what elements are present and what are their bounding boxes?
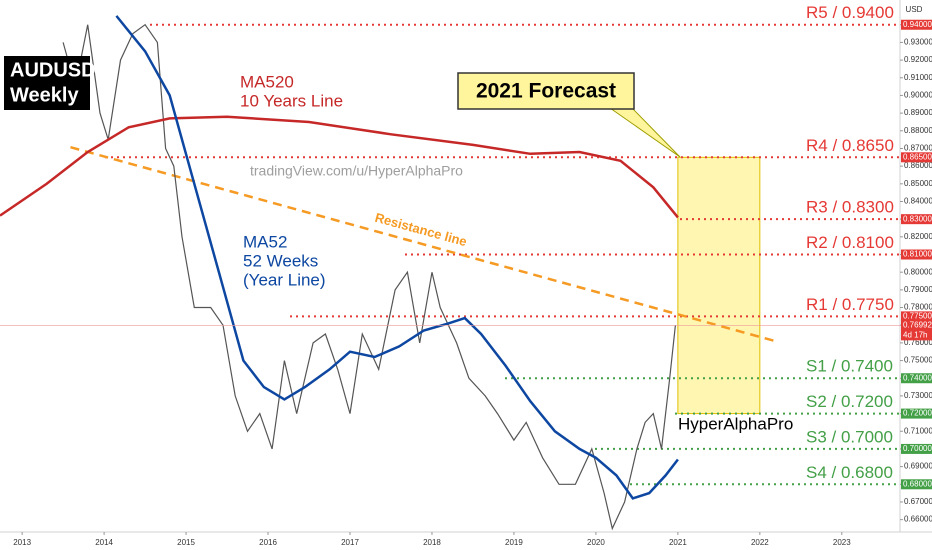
level-axis-label: 0.83000	[903, 214, 932, 223]
last-price-box	[901, 320, 932, 341]
level-axis-box	[901, 214, 932, 225]
level-axis-label: 0.74000	[903, 373, 932, 382]
level-axis-box	[901, 408, 932, 419]
level-axis-label: 0.68000	[903, 479, 932, 488]
y-tick-label: 0.75000	[904, 356, 932, 365]
x-tick-label: 2022	[751, 538, 769, 547]
y-tick-label: 0.88000	[904, 126, 932, 135]
level-label: S2 / 0.7200	[806, 392, 893, 411]
watermark: tradingView.com/u/HyperAlphaPro	[250, 163, 463, 179]
level-label: S3 / 0.7000	[806, 427, 893, 446]
y-tick-label: 0.92000	[904, 55, 932, 64]
plot: R5 / 0.9400 R4 / 0.8650 R3 / 0.8300 R2 / 0.…	[0, 3, 900, 531]
forecast-title: 2021 Forecast	[476, 80, 616, 103]
last-price-label: 0.76992	[903, 320, 932, 329]
symbol: AUDUSD	[10, 59, 96, 81]
y-tick-label: 0.90000	[904, 91, 932, 100]
ma52-label: MA52	[243, 232, 287, 251]
level-axis-label: 0.70000	[903, 444, 932, 453]
ma520-label: MA520	[240, 72, 294, 91]
level-axis-label: 0.86500	[903, 152, 932, 161]
timeframe: Weekly	[10, 84, 79, 106]
level-label: S4 / 0.6800	[806, 463, 893, 482]
forecast-box	[677, 156, 761, 415]
x-tick-label: 2017	[341, 538, 359, 547]
x-tick-label: 2015	[177, 538, 195, 547]
level-axis-box	[901, 19, 932, 30]
y-tick-label: 0.66000	[904, 515, 932, 524]
level-axis-box	[901, 443, 932, 454]
level-label: R3 / 0.8300	[806, 198, 894, 217]
level-axis-label: 0.77500	[903, 311, 932, 320]
countdown: 4d 17h	[903, 330, 927, 339]
ma52-label: 52 Weeks	[243, 251, 318, 270]
level-axis-box	[901, 479, 932, 490]
level-axis-box	[901, 249, 932, 260]
y-tick-label: 0.76000	[904, 338, 932, 347]
x-tick-label: 2014	[95, 538, 113, 547]
level-axis-label: 0.94000	[903, 20, 932, 29]
x-tick-label: 2020	[587, 538, 605, 547]
y-tick-label: 0.80000	[904, 267, 932, 276]
level-label: R2 / 0.8100	[806, 233, 894, 252]
y-tick-label: 0.89000	[904, 108, 932, 117]
x-tick-label: 2013	[13, 538, 31, 547]
y-tick-label: 0.84000	[904, 197, 932, 206]
x-tick-label: 2018	[423, 538, 441, 547]
x-tick-label: 2021	[669, 538, 687, 547]
y-tick-label: 0.73000	[904, 391, 932, 400]
y-tick-label: 0.67000	[904, 497, 932, 506]
y-tick-label: 0.78000	[904, 303, 932, 312]
y-tick-label: 0.93000	[904, 38, 932, 47]
y-tick-label: 0.79000	[904, 285, 932, 294]
y-tick-label: 0.85000	[904, 179, 932, 188]
y-tick-label: 0.71000	[904, 426, 932, 435]
level-axis-box	[901, 373, 932, 384]
x-tick-label: 2023	[833, 538, 851, 547]
level-axis-label: 0.72000	[903, 409, 932, 418]
level-label: R1 / 0.7750	[806, 295, 894, 314]
level-label: R4 / 0.8650	[806, 136, 894, 155]
ma520-label: 10 Years Line	[240, 91, 343, 110]
y-tick-label: 0.91000	[904, 73, 932, 82]
level-axis-label: 0.81000	[903, 250, 932, 259]
author: HyperAlphaPro	[678, 414, 793, 433]
level-axis-box	[901, 152, 932, 163]
resistance-line	[70, 146, 775, 343]
series-line	[0, 115, 679, 219]
symbol-box	[4, 56, 90, 110]
ma52-label: (Year Line)	[243, 270, 326, 289]
y-tick-label: 0.86000	[904, 161, 932, 170]
level-label: S1 / 0.7400	[806, 357, 893, 376]
y-tick-label: 0.82000	[904, 232, 932, 241]
series-line	[115, 15, 679, 500]
x-tick-label: 2016	[259, 538, 277, 547]
forecast-box-label	[457, 72, 635, 110]
y-tick-label: 0.87000	[904, 144, 932, 153]
y-tick-label: 0.69000	[904, 462, 932, 471]
level-label: R5 / 0.9400	[806, 3, 894, 22]
x-tick-label: 2019	[505, 538, 523, 547]
level-axis-box	[901, 311, 932, 322]
currency: USD	[906, 5, 923, 14]
